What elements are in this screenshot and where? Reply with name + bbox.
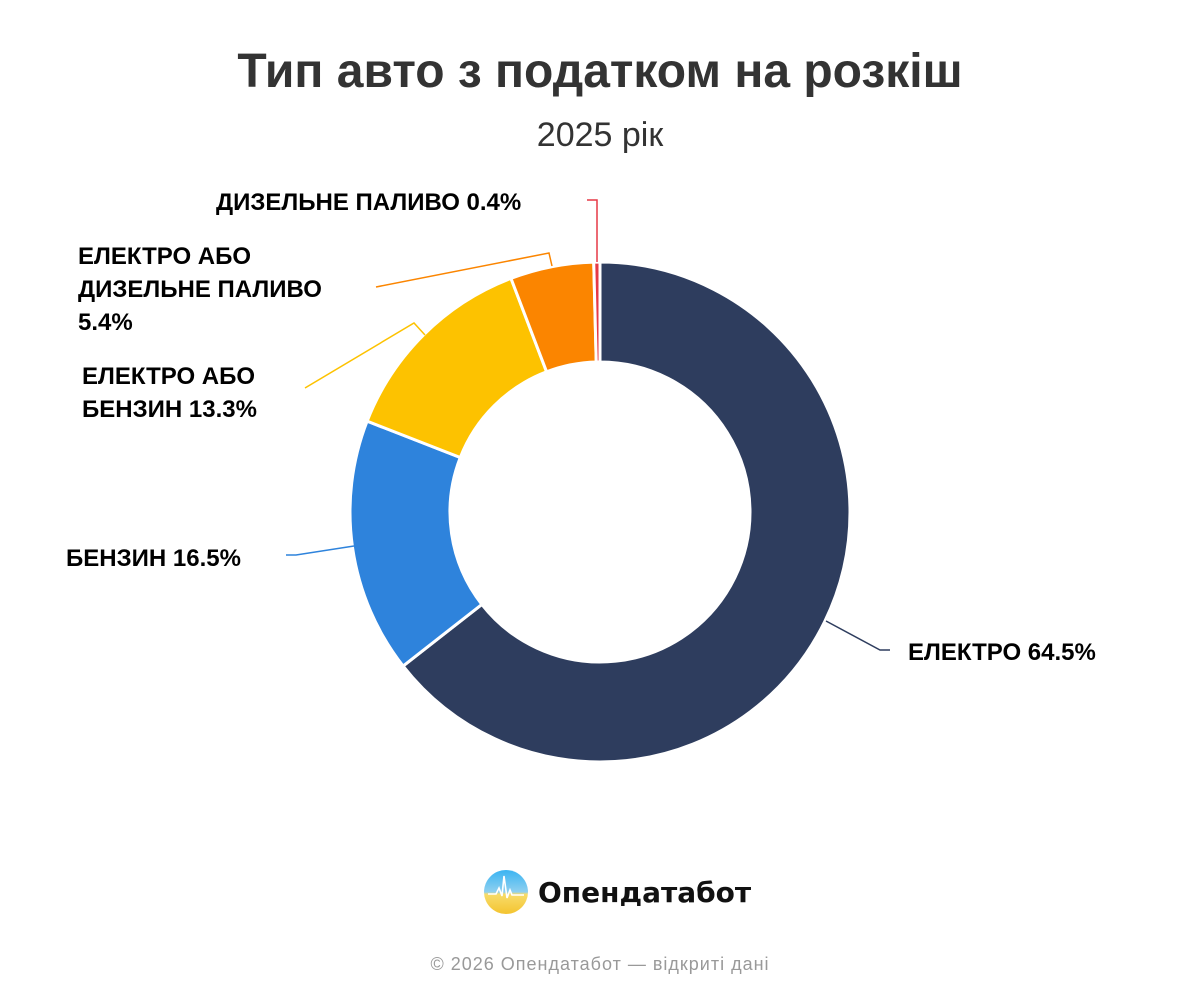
leader-line-diesel — [587, 199, 598, 262]
data-label-benzin: БЕНЗИН 16.5% — [66, 545, 241, 572]
label-line: ЕЛЕКТРО АБО — [82, 363, 256, 390]
chart-subtitle: 2025 рік — [536, 116, 664, 154]
label-line: ЕЛЕКТРО АБО — [78, 243, 252, 270]
chart-title: Тип авто з податком на розкіш — [237, 45, 963, 98]
donut-slice-electro — [401, 260, 852, 764]
footer-copyright: © 2026 Опендатабот — відкриті дані — [430, 954, 770, 974]
leader-line-electro — [825, 620, 890, 651]
data-label-electro: ЕЛЕКТРО 64.5% — [908, 639, 1096, 666]
leader-line-electro-diesel — [375, 252, 553, 288]
label-line: 5.4% — [78, 309, 133, 336]
label-line: ДИЗЕЛЬНЕ ПАЛИВО — [78, 276, 322, 303]
label-line: БЕНЗИН 13.3% — [82, 396, 257, 423]
brand-name: Опендатабот — [538, 875, 752, 909]
data-label-electro-benzin: ЕЛЕКТРО АБО БЕНЗИН 13.3% — [82, 360, 257, 426]
donut-slice-diesel — [592, 260, 602, 364]
leader-line-electro-benzin — [304, 322, 426, 389]
brand-logo: Опендатабот — [484, 870, 751, 914]
data-label-electro-diesel: ЕЛЕКТРО АБО ДИЗЕЛЬНЕ ПАЛИВО 5.4% — [78, 240, 322, 339]
leader-line-benzin — [286, 545, 355, 556]
opendatabot-logo-icon — [484, 870, 528, 914]
data-label-diesel: ДИЗЕЛЬНЕ ПАЛИВО 0.4% — [216, 189, 522, 216]
